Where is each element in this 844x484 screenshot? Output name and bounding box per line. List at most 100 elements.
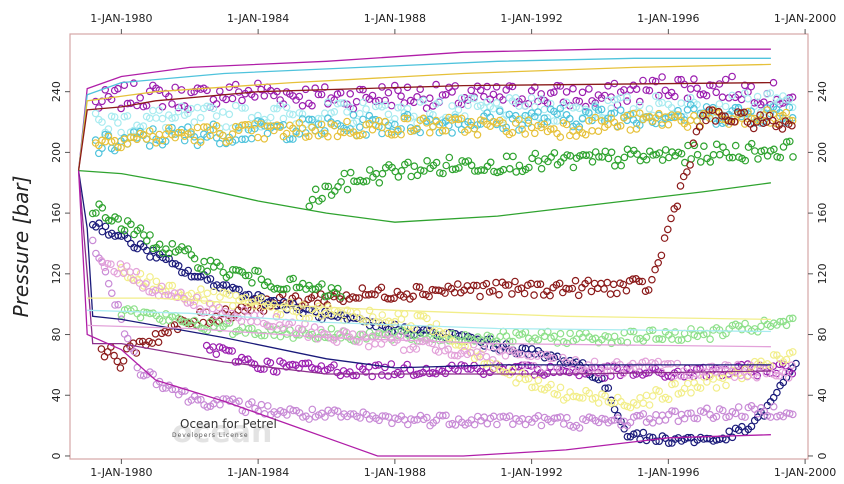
data-point (457, 94, 466, 103)
series-markers (88, 200, 345, 301)
data-point (177, 288, 185, 297)
data-point (238, 294, 247, 303)
data-point (785, 409, 794, 418)
data-point (367, 332, 376, 341)
data-point (394, 103, 402, 112)
data-point (403, 420, 412, 429)
data-point (88, 236, 97, 245)
y-tick-label-left: 120 (50, 263, 63, 284)
data-point (493, 360, 501, 368)
data-point (283, 304, 291, 312)
data-point (343, 117, 351, 126)
data-point (273, 309, 282, 318)
data-point (515, 115, 523, 124)
data-point (301, 133, 310, 141)
data-point (674, 390, 683, 398)
data-point (773, 388, 781, 397)
data-point (247, 126, 256, 135)
data-point (266, 322, 274, 331)
data-point (718, 374, 727, 383)
data-point (693, 84, 701, 93)
data-point (254, 79, 262, 88)
data-point (416, 166, 425, 175)
data-point (451, 421, 460, 429)
data-point (359, 85, 367, 94)
data-point (715, 150, 724, 159)
data-point (412, 282, 421, 291)
x-tick-label-bottom: 1-JAN-1988 (364, 466, 426, 479)
data-point (225, 346, 233, 355)
data-point (168, 281, 177, 290)
data-point (301, 85, 310, 94)
data-point (549, 354, 558, 363)
data-point (321, 182, 330, 191)
data-point (119, 356, 128, 365)
data-point (397, 125, 405, 133)
data-point (722, 413, 730, 422)
x-tick-label-bottom: 1-JAN-1992 (500, 466, 562, 479)
data-point (639, 428, 648, 437)
data-point (333, 308, 342, 316)
data-point (623, 93, 631, 101)
data-point (788, 314, 797, 323)
data-point (248, 278, 256, 287)
data-point (645, 401, 654, 409)
data-point (423, 157, 431, 165)
data-point (213, 319, 221, 327)
data-point (667, 214, 675, 223)
data-point (152, 139, 160, 147)
data-point (212, 122, 221, 130)
data-point (482, 279, 491, 288)
data-point (330, 406, 339, 415)
data-point (778, 125, 787, 133)
data-point (168, 123, 176, 132)
data-point (165, 281, 173, 290)
data-point (155, 86, 164, 95)
data-point (610, 96, 619, 104)
series-line (77, 57, 771, 171)
data-point (727, 117, 736, 126)
data-point (623, 97, 631, 105)
data-point (117, 128, 125, 137)
data-point (139, 122, 148, 130)
data-point (556, 383, 565, 392)
data-point (130, 243, 138, 252)
data-point (270, 104, 278, 113)
data-point (238, 135, 246, 144)
data-point (788, 121, 796, 130)
data-point (324, 292, 333, 300)
data-point (543, 327, 552, 336)
data-point (638, 277, 647, 286)
data-point (136, 269, 145, 278)
data-point (785, 95, 794, 104)
data-point (604, 82, 612, 90)
data-point (693, 414, 702, 423)
data-point (651, 77, 660, 86)
data-point (563, 413, 571, 422)
data-point (353, 308, 361, 317)
data-point (728, 72, 736, 81)
data-point (184, 266, 193, 275)
data-point (747, 107, 756, 116)
data-point (744, 94, 752, 103)
data-point (620, 401, 629, 410)
data-point (203, 123, 211, 131)
data-point (550, 88, 558, 97)
data-point (142, 135, 151, 143)
data-point (92, 209, 100, 217)
x-tick-label-top: 1-JAN-1992 (500, 12, 562, 25)
data-point (534, 108, 542, 116)
data-point (642, 333, 651, 342)
data-point (311, 309, 320, 318)
data-point (546, 291, 554, 300)
data-point (556, 133, 565, 141)
data-point (604, 154, 613, 163)
x-tick-label-bottom: 1-JAN-1984 (227, 466, 289, 479)
data-point (442, 328, 450, 337)
data-point (706, 335, 714, 344)
data-point (219, 281, 228, 289)
data-point (434, 286, 443, 295)
data-point (766, 89, 775, 97)
data-point (145, 87, 154, 96)
data-point (486, 158, 495, 167)
